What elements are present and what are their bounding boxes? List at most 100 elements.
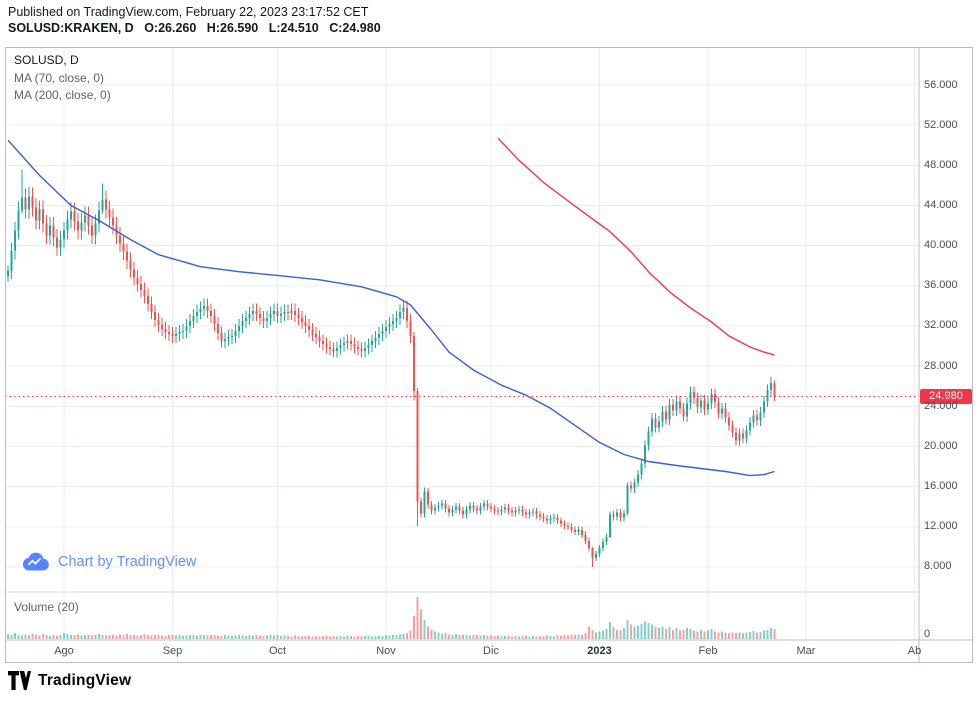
candle-body: [409, 320, 412, 336]
price-tick-label[interactable]: 12.000: [924, 520, 958, 533]
candle-body: [20, 197, 24, 211]
volume-bar: [94, 634, 97, 639]
candle-body: [160, 325, 164, 329]
candle-body: [426, 491, 430, 505]
price-tick-label[interactable]: 28.000: [924, 359, 958, 372]
price-tick-label[interactable]: 48.000: [924, 158, 958, 171]
candle-body: [521, 509, 524, 513]
volume-bar: [619, 630, 622, 639]
volume-bar: [706, 630, 710, 639]
price-tick-label[interactable]: 56.000: [924, 78, 958, 91]
time-tick-label[interactable]: Dic: [483, 645, 499, 657]
volume-bar: [710, 628, 713, 639]
candle-body: [223, 339, 227, 341]
volume-bar: [752, 631, 755, 639]
price-tick-label[interactable]: 16.000: [924, 480, 958, 493]
volume-bar: [668, 627, 671, 639]
volume-indicator-label[interactable]: Volume (20): [14, 600, 79, 614]
time-tick-label[interactable]: Feb: [698, 645, 718, 657]
time-tick-label[interactable]: Nov: [376, 645, 396, 657]
volume-bar: [325, 635, 328, 639]
footer-brand-text: TradingView: [38, 671, 132, 689]
volume-bar: [402, 634, 405, 639]
time-tick-label[interactable]: Ago: [54, 645, 74, 657]
candle-body: [692, 392, 696, 399]
volume-bar: [405, 633, 409, 639]
volume-bar: [517, 636, 521, 639]
volume-bar: [6, 634, 10, 639]
price-tick-label[interactable]: 24.000: [924, 399, 958, 412]
candle-body: [90, 225, 94, 236]
volume-bar: [503, 636, 507, 639]
tradingview-watermark[interactable]: Chart by TradingView: [22, 552, 196, 571]
candle-body: [59, 239, 62, 248]
time-tick-label[interactable]: Sep: [162, 645, 183, 657]
candle-body: [283, 311, 286, 314]
volume-bar: [339, 636, 342, 639]
candle-body: [741, 433, 745, 439]
tradingview-cloud-icon: [22, 552, 49, 571]
volume-bar: [622, 628, 626, 639]
price-tick-label[interactable]: 20.000: [924, 439, 958, 452]
legend-ma200[interactable]: MA (200, close, 0): [14, 88, 111, 102]
candle-body: [622, 513, 626, 518]
price-chart[interactable]: [5, 47, 973, 663]
legend-ma70[interactable]: MA (70, close, 0): [14, 70, 105, 85]
close-value: C:24.980: [329, 21, 381, 35]
candle-body: [654, 418, 657, 428]
candle-body: [528, 512, 531, 515]
candle-body: [713, 394, 717, 403]
time-tick-label[interactable]: Mar: [796, 645, 816, 657]
candle-body: [531, 511, 535, 513]
volume-bar: [661, 626, 664, 639]
candle-body: [482, 503, 486, 507]
volume-bar: [304, 636, 307, 639]
price-tick-label[interactable]: 8.000: [924, 560, 952, 573]
volume-bar: [724, 632, 727, 639]
time-tick-label[interactable]: Ab: [907, 645, 922, 657]
candle-body: [220, 333, 223, 341]
volume-bar: [48, 636, 52, 639]
candle-body: [633, 482, 636, 489]
candle-body: [363, 348, 367, 351]
time-tick-label[interactable]: 2023: [587, 645, 612, 657]
volume-bar: [391, 634, 395, 639]
candle-body: [384, 327, 388, 331]
candle-body: [657, 421, 661, 428]
candle-body: [678, 401, 682, 409]
price-tick-label[interactable]: 40.000: [924, 239, 958, 252]
price-tick-label[interactable]: 52.000: [924, 118, 958, 131]
ma70-line: [7, 139, 775, 477]
volume-bar: [115, 635, 118, 639]
price-tick-label[interactable]: 32.000: [924, 319, 958, 332]
time-tick-label[interactable]: Oct: [268, 645, 287, 657]
volume-bar: [38, 635, 41, 639]
volume-bar: [521, 636, 524, 639]
candle-body: [258, 313, 262, 318]
candle-body: [465, 509, 468, 515]
volume-bar: [311, 636, 314, 639]
volume-bar: [636, 625, 640, 639]
candle-body: [234, 331, 237, 336]
volume-bar: [125, 634, 129, 639]
candle-body: [640, 463, 643, 475]
legend-symbol[interactable]: SOLUSD, D: [14, 53, 79, 67]
volume-bar: [587, 626, 591, 639]
volume-bar: [692, 630, 696, 639]
candle-body: [377, 334, 381, 338]
price-tick-label[interactable]: 36.000: [924, 279, 958, 292]
candle-body: [601, 541, 605, 548]
volume-bar: [577, 634, 580, 639]
volume-bar: [493, 636, 496, 639]
price-tick-label[interactable]: 44.000: [924, 198, 958, 211]
tradingview-footer-logo[interactable]: TradingView: [8, 671, 131, 690]
volume-bar: [762, 630, 766, 639]
volume-bar: [150, 635, 153, 639]
volume-bar: [209, 634, 213, 639]
volume-bar: [601, 630, 605, 639]
volume-bar: [223, 635, 227, 639]
volume-bar: [262, 636, 265, 639]
candle-body: [461, 510, 465, 515]
candle-body: [132, 269, 136, 278]
volume-bar: [598, 631, 601, 639]
